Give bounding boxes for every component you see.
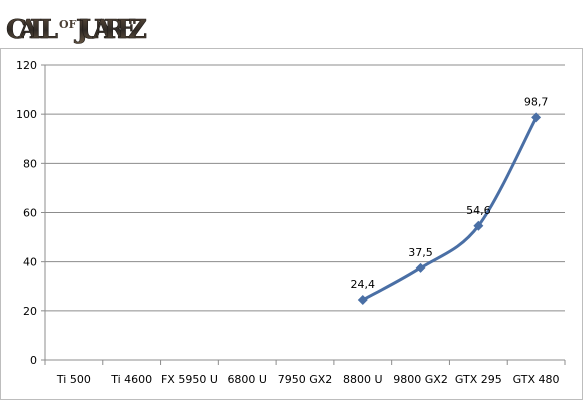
x-tick-label: GTX 295 [455,373,502,386]
x-tick-label: 9800 GX2 [393,373,448,386]
y-tick-label: 80 [23,157,37,170]
y-tick-label: 120 [16,59,37,72]
x-tick-label: Ti 500 [56,373,91,386]
logo-word-of: OF [59,18,77,31]
data-point-marker [473,220,484,231]
x-tick-label: Ti 4600 [110,373,152,386]
logo-word-juarez: JUAREZ [74,15,147,45]
y-tick-label: 60 [23,207,37,220]
x-tick-label: 8800 U [343,373,383,386]
line-chart: 0 20 40 60 80 100 120 Ti 500 Ti 4600 FX 5950 U 680… [16,59,566,386]
x-tick-label: 7950 GX2 [278,373,333,386]
data-point-marker [415,262,426,273]
data-label: 98,7 [524,95,549,108]
data-label: 37,5 [408,246,433,259]
chart-frame: 0 20 40 60 80 100 120 Ti 500 Ti 4600 FX 5950 U 680… [0,48,583,400]
x-tick-label: 6800 U [227,373,267,386]
data-label: 54,6 [466,204,491,217]
data-point-marker [357,295,368,306]
x-tick-label: FX 5950 U [161,373,218,386]
game-logo: CALL OF JUAREZ [6,15,148,46]
series-line-0 [362,116,538,302]
logo-word-call: CALL [6,15,58,45]
y-tick-label: 100 [16,108,37,121]
y-tick-label: 0 [30,354,37,367]
y-tick-label: 40 [23,256,37,269]
data-point-marker [531,112,542,123]
y-tick-label: 20 [23,305,37,318]
data-label: 24,4 [351,278,376,291]
x-tick-label: GTX 480 [513,373,560,386]
